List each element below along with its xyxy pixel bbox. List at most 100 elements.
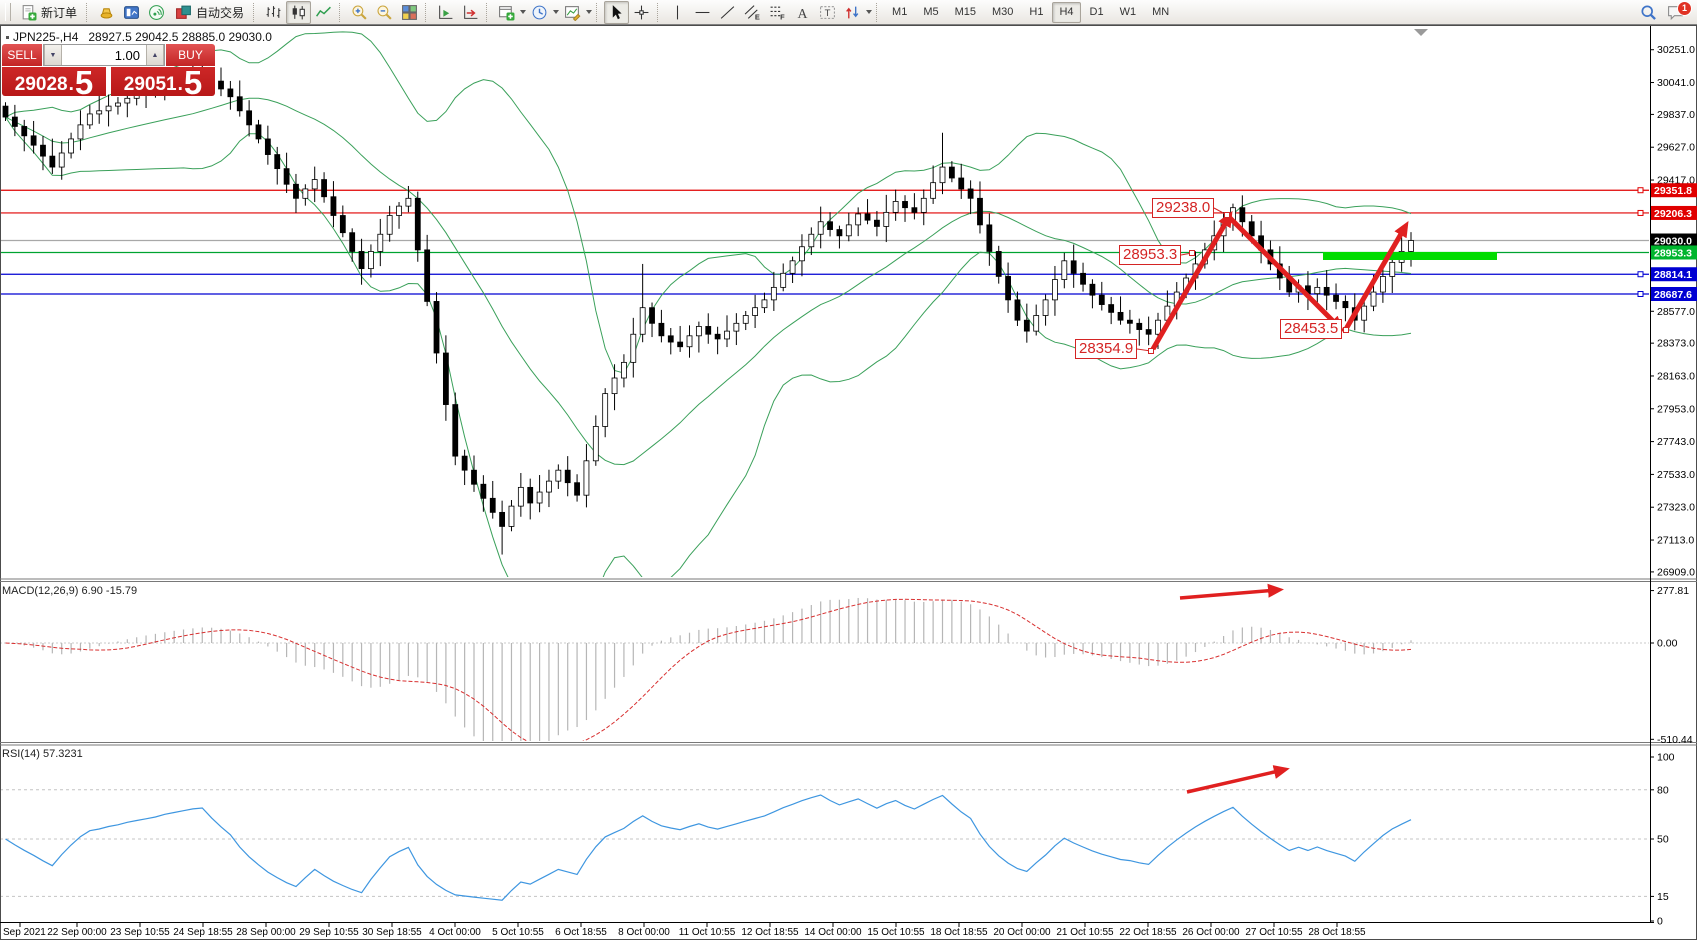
crosshair-icon[interactable]	[629, 1, 654, 24]
signals-icon[interactable]	[144, 1, 169, 24]
price-annotation[interactable]: 29238.0	[1152, 198, 1215, 218]
candlestick	[799, 246, 805, 262]
toolbar-separator	[657, 2, 662, 22]
zoom-in-icon[interactable]	[347, 1, 372, 24]
price-level-label-text: 29030.0	[1654, 235, 1692, 247]
deposit-icon[interactable]	[94, 1, 119, 24]
arrows-dropdown[interactable]	[840, 1, 865, 24]
timeframe-button-m30[interactable]: M30	[992, 5, 1014, 18]
decimal-separator: .	[177, 74, 183, 95]
price-axis-tick: 28577.0	[1657, 306, 1695, 318]
candlestick	[30, 135, 37, 146]
volume-value[interactable]: 1.00	[114, 47, 140, 63]
chart-shift-icon[interactable]	[433, 1, 458, 24]
fibonacci-icon[interactable]: F	[765, 1, 790, 24]
buy-price-display[interactable]: 29051. 5	[111, 66, 215, 99]
market-watch-icon[interactable]	[119, 1, 144, 24]
price-axis-tick: 27743.0	[1657, 436, 1695, 448]
trend-arrow[interactable]	[1343, 220, 1409, 331]
annotation-anchor-handle[interactable]	[1224, 212, 1230, 218]
candlestick-chart-icon[interactable]	[286, 0, 312, 24]
price-level-label-text: 28953.3	[1654, 247, 1692, 259]
green-highlight-bar[interactable]	[1323, 252, 1497, 260]
notifications-icon[interactable]: 1	[1664, 0, 1692, 23]
candlestick	[855, 213, 862, 226]
dropdown-caret-icon[interactable]	[586, 10, 593, 14]
buy-button[interactable]: BUY	[166, 44, 215, 66]
price-axis-tick: 28373.0	[1657, 338, 1695, 350]
annotation-anchor-handle[interactable]	[1148, 348, 1154, 354]
candlestick	[489, 497, 496, 513]
volume-stepper: ▼ 1.00 ▲	[43, 44, 165, 66]
trend-arrow[interactable]	[1227, 215, 1344, 332]
price-level-label	[1651, 245, 1697, 260]
dropdown-caret-icon[interactable]	[866, 10, 873, 14]
sell-price-display[interactable]: 29028. 5	[2, 66, 106, 99]
timeframe-button-m1[interactable]: M1	[892, 5, 908, 18]
volume-increase-button[interactable]: ▲	[146, 45, 164, 65]
timeframe-button-h4[interactable]: H4	[1052, 1, 1081, 23]
line-chart-icon[interactable]	[311, 1, 336, 24]
dropdown-caret-icon[interactable]	[553, 10, 560, 14]
candlestick	[574, 482, 580, 496]
candlestick	[386, 215, 393, 235]
time-axis-label: 6 Oct 18:55	[555, 927, 607, 938]
timeframe-button-h1[interactable]: H1	[1029, 5, 1044, 18]
candlestick	[368, 251, 374, 270]
volume-decrease-button[interactable]: ▼	[44, 45, 62, 65]
time-axis-label: 5 Oct 10:55	[492, 927, 544, 938]
timeframe-button-w1[interactable]: W1	[1119, 5, 1137, 18]
line-handle[interactable]	[1637, 209, 1644, 216]
time-axis-label: 29 Sep 10:55	[299, 927, 359, 938]
annotation-anchor-handle[interactable]	[1343, 327, 1349, 333]
vertical-line-icon[interactable]	[665, 1, 690, 24]
time-axis-label: 21 Oct 10:55	[1056, 927, 1114, 938]
line-handle[interactable]	[1637, 271, 1644, 278]
line-handle[interactable]	[1637, 187, 1644, 194]
zoom-out-icon[interactable]	[372, 1, 397, 24]
text-label-icon[interactable]: T	[815, 1, 840, 24]
periods-dropdown[interactable]	[527, 1, 552, 24]
new-chart-dropdown[interactable]	[494, 1, 519, 24]
timeframe-button-d1[interactable]: D1	[1089, 5, 1104, 18]
tile-windows-icon[interactable]	[397, 1, 422, 24]
candlestick	[817, 221, 824, 235]
price-annotation[interactable]: 28453.5	[1280, 319, 1343, 339]
annotation-anchor-handle[interactable]	[1189, 250, 1195, 256]
line-handle[interactable]	[1637, 291, 1644, 297]
candlestick	[761, 299, 768, 309]
rsi-indicator-label: RSI(14) 57.3231	[2, 748, 83, 760]
rsi-axis-tick: 15	[1657, 891, 1669, 903]
candlestick	[330, 196, 337, 216]
macd-trend-arrow[interactable]	[1179, 583, 1284, 600]
trend-arrow[interactable]	[1150, 210, 1233, 351]
templates-dropdown[interactable]	[560, 1, 585, 24]
chart-shift-marker-icon[interactable]	[1414, 29, 1428, 36]
auto-scroll-icon[interactable]	[458, 1, 483, 24]
price-annotation[interactable]: 28953.3	[1119, 245, 1182, 265]
timeframe-button-m15[interactable]: M15	[954, 5, 976, 18]
equidistant-channel-icon[interactable]: E	[740, 1, 765, 24]
timeframe-button-mn[interactable]: MN	[1152, 5, 1170, 18]
bar-chart-icon[interactable]	[261, 1, 286, 24]
candlestick	[1089, 283, 1096, 296]
sell-button[interactable]: SELL	[2, 44, 42, 66]
toolbar-separator	[486, 2, 491, 22]
candlestick	[1361, 305, 1368, 321]
svg-text:E: E	[755, 12, 760, 21]
price-level-label	[1651, 267, 1697, 282]
rsi-trend-arrow[interactable]	[1186, 765, 1290, 794]
new-order-button[interactable]: 新订单	[14, 2, 83, 23]
text-icon[interactable]: A	[790, 1, 815, 24]
time-axis-label: 8 Oct 00:00	[618, 927, 670, 938]
candlestick	[471, 469, 477, 485]
autotrading-button[interactable]: 自动交易	[169, 2, 250, 23]
dropdown-caret-icon[interactable]	[520, 10, 527, 14]
price-annotation[interactable]: 28354.9	[1075, 339, 1138, 359]
trendline-icon[interactable]	[715, 1, 740, 24]
search-icon[interactable]	[1637, 2, 1660, 23]
horizontal-line-icon[interactable]	[690, 1, 715, 24]
timeframe-button-m5[interactable]: M5	[923, 5, 939, 18]
cursor-icon[interactable]	[604, 0, 630, 24]
